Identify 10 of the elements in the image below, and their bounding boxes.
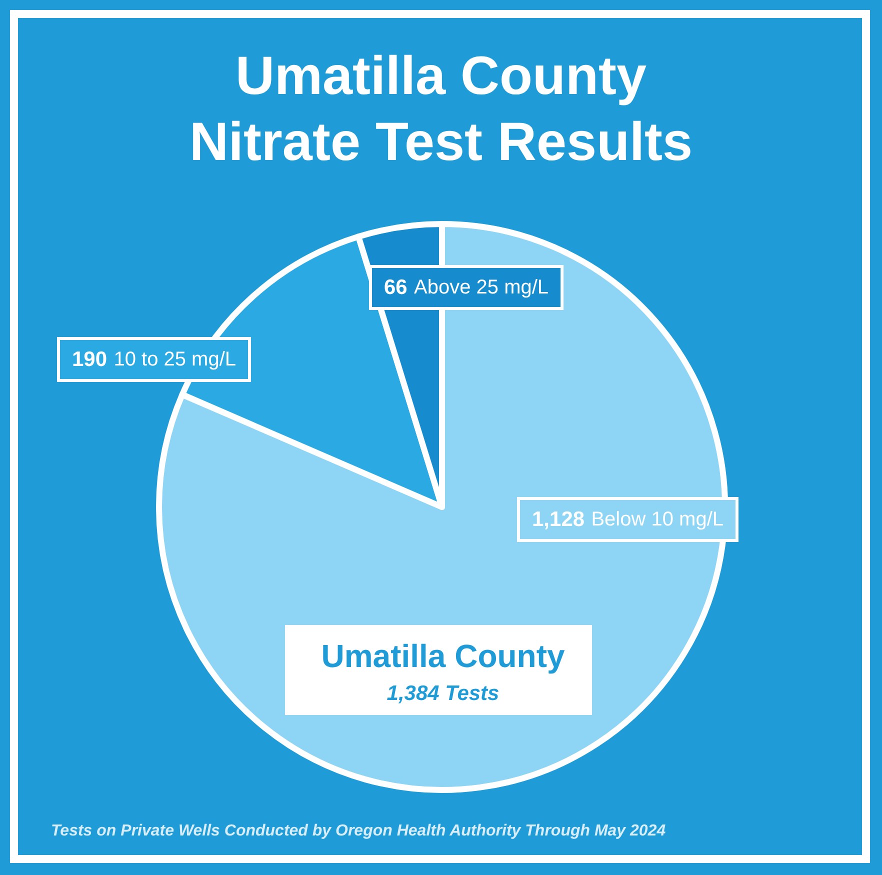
chart-title: Umatilla County Nitrate Test Results — [189, 46, 693, 172]
text: 1,384 Tests — [386, 682, 500, 705]
text: Tests on Private Wells Conducted by Oregon Health Authority Through May 2024 — [51, 822, 666, 840]
text: Umatilla County — [321, 638, 565, 674]
data-label: 1,128 — [532, 508, 585, 531]
data-label: 190 — [72, 348, 108, 371]
slice-label: Above 25 mg/L — [414, 276, 549, 298]
slice-label: Below 10 mg/L — [591, 508, 724, 530]
data-label: 66 — [384, 276, 408, 299]
slice-label: 10 to 25 mg/L — [114, 348, 236, 370]
